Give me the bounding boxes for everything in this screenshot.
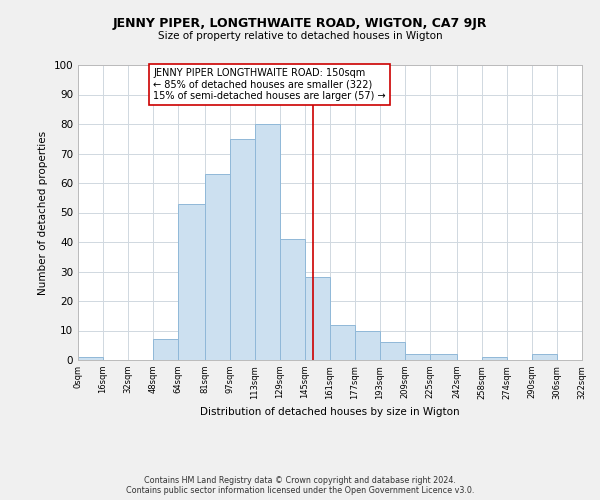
Bar: [532, 354, 557, 360]
Bar: [355, 330, 380, 360]
Text: Contains HM Land Registry data © Crown copyright and database right 2024.: Contains HM Land Registry data © Crown c…: [144, 476, 456, 485]
Bar: [78, 357, 103, 360]
X-axis label: Distribution of detached houses by size in Wigton: Distribution of detached houses by size …: [200, 407, 460, 417]
Bar: [430, 354, 457, 360]
Bar: [153, 340, 178, 360]
Bar: [305, 278, 330, 360]
Bar: [330, 324, 355, 360]
Bar: [255, 124, 280, 360]
Y-axis label: Number of detached properties: Number of detached properties: [38, 130, 48, 294]
Bar: [205, 174, 230, 360]
Bar: [230, 138, 255, 360]
Text: Contains public sector information licensed under the Open Government Licence v3: Contains public sector information licen…: [126, 486, 474, 495]
Bar: [280, 239, 305, 360]
Text: JENNY PIPER LONGTHWAITE ROAD: 150sqm
← 85% of detached houses are smaller (322)
: JENNY PIPER LONGTHWAITE ROAD: 150sqm ← 8…: [153, 68, 386, 101]
Text: Size of property relative to detached houses in Wigton: Size of property relative to detached ho…: [158, 31, 442, 41]
Text: JENNY PIPER, LONGTHWAITE ROAD, WIGTON, CA7 9JR: JENNY PIPER, LONGTHWAITE ROAD, WIGTON, C…: [113, 18, 487, 30]
Bar: [178, 204, 205, 360]
Bar: [380, 342, 405, 360]
Bar: [482, 357, 507, 360]
Bar: [405, 354, 430, 360]
